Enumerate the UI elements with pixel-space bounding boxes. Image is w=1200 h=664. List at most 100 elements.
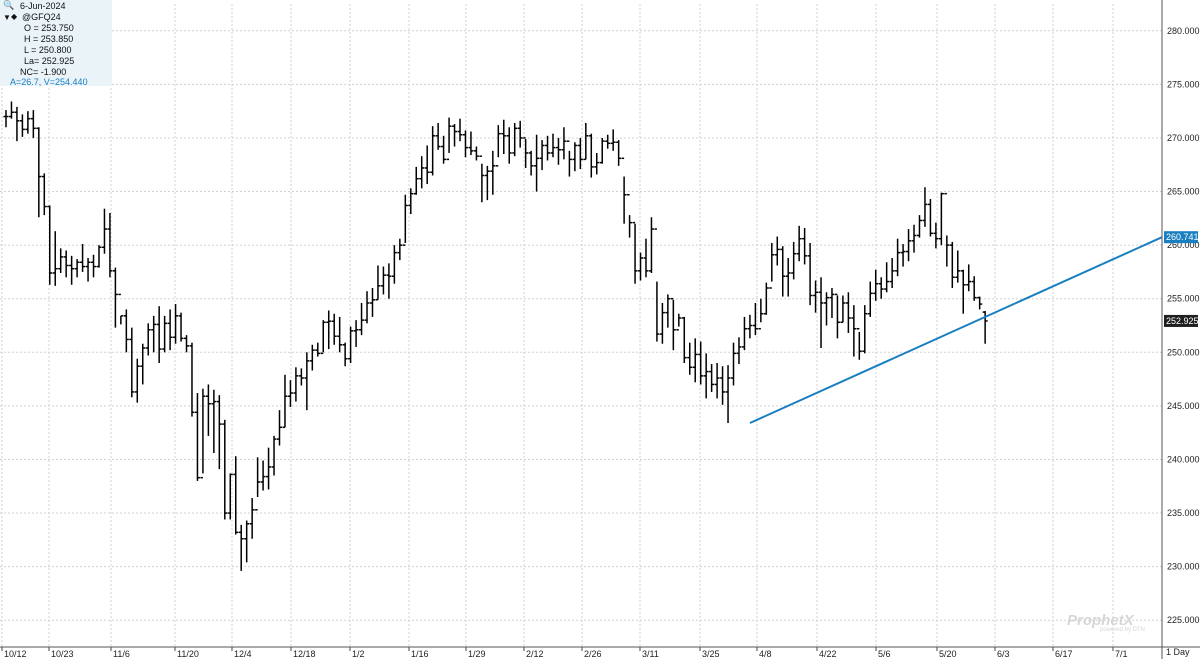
ohlc-bar [610, 129, 616, 151]
ohlc-bar [895, 238, 901, 277]
x-tick-label: 6/3 [997, 649, 1010, 659]
ohlc-bar [484, 165, 490, 201]
ohlc-bar [900, 244, 906, 267]
quote-date: 6-Jun-2024 [20, 1, 66, 11]
ohlc-bar [74, 259, 80, 278]
x-tick-label: 6/17 [1055, 649, 1073, 659]
y-tick-label: 250.000 [1167, 347, 1200, 357]
ohlc-bar [802, 227, 808, 265]
diamond-icon: ◆ [11, 12, 18, 21]
ohlc-bar [189, 342, 195, 417]
ohlc-bar [594, 152, 600, 175]
y-tick-label: 255.000 [1167, 294, 1200, 304]
quote-info-panel: 🔍 6-Jun-2024 ▼ ◆ @GFQ24 O = 253.750 H = … [0, 0, 112, 87]
ohlc-bar [851, 305, 857, 357]
ohlc-bar [774, 236, 780, 266]
ohlc-bar [446, 117, 452, 161]
x-tick-label: 3/11 [642, 649, 659, 659]
ohlc-bar [14, 106, 20, 142]
collapse-triangle-icon[interactable]: ▼ [3, 13, 11, 22]
ohlc-bar [501, 119, 507, 155]
ohlc-bar [741, 316, 747, 351]
ohlc-bar [873, 269, 879, 301]
ohlc-bar [123, 309, 129, 353]
ohlc-bar [725, 365, 731, 424]
ohlc-bar [506, 127, 512, 164]
interval-label[interactable]: 1 Day [1166, 647, 1190, 657]
ohlc-bar [69, 255, 75, 285]
ohlc-bar [566, 140, 572, 177]
ohlc-bar [922, 187, 928, 227]
ohlc-bar [47, 205, 53, 285]
ohlc-bar [271, 435, 277, 476]
ohlc-bar [539, 140, 545, 171]
ohlc-bar [966, 264, 972, 292]
x-tick-label: 5/20 [939, 649, 957, 659]
ohlc-bar [430, 126, 436, 176]
ohlc-bar [752, 302, 758, 336]
ohlc-bar [287, 380, 293, 407]
trendline-price-label: 260.741 [1166, 232, 1199, 242]
ohlc-bar [621, 157, 627, 224]
ohlc-bar [638, 252, 644, 281]
ohlc-bar [36, 127, 42, 218]
ohlc-bar [709, 364, 715, 392]
ohlc-bar [796, 225, 802, 262]
x-tick-label: 4/22 [819, 649, 837, 659]
ohlc-bar [577, 137, 583, 170]
ohlc-bar [441, 135, 447, 164]
ohlc-bar [758, 298, 764, 330]
ohlc-bar [200, 388, 206, 479]
ohlc-bar [167, 309, 173, 351]
ohlc-bar [676, 313, 682, 331]
ohlc-bar [632, 221, 638, 284]
ohlc-bar [813, 280, 819, 313]
ohlc-bar [747, 314, 753, 339]
ohlc-bar [977, 296, 983, 310]
ohlc-bar [534, 134, 540, 192]
ohlc-bar [473, 146, 479, 161]
magnifier-icon[interactable]: 🔍 [3, 0, 15, 10]
ohlc-bar [572, 142, 578, 172]
ohlc-bar [129, 327, 135, 398]
last-price-box [1164, 314, 1198, 327]
ohlc-bar [698, 341, 704, 385]
ohlc-bar [380, 266, 386, 295]
x-tick-label: 10/12 [4, 649, 27, 659]
ohlc-bar [944, 192, 950, 267]
ohlc-bar [178, 312, 184, 342]
ohlc-bar [681, 316, 687, 364]
ohlc-bar [52, 231, 58, 286]
ohlc-bar [162, 315, 168, 353]
ohlc-bar [419, 156, 425, 189]
ohlc-bar [260, 460, 266, 491]
ohlc-bar [118, 293, 124, 325]
ohlc-bar [528, 150, 534, 176]
ohlc-bar [927, 199, 933, 237]
ohlc-bar [845, 292, 851, 334]
ohlc-bar [140, 343, 146, 385]
ohlc-bar [184, 335, 190, 353]
ohlc-bar [829, 287, 835, 318]
ohlc-bar [331, 313, 337, 345]
ohlc-bar [714, 363, 720, 399]
ohlc-bar [731, 342, 737, 386]
ohlc-bar [616, 140, 622, 166]
ohlc-bar [960, 269, 966, 314]
x-tick-label: 12/4 [234, 649, 252, 659]
ohlc-bar [320, 320, 326, 355]
x-tick-label: 5/6 [878, 649, 891, 659]
ohlc-bar [588, 133, 594, 178]
ohlc-bar [692, 338, 698, 383]
ohlc-bar [369, 287, 375, 317]
ohlc-bar [452, 124, 458, 147]
ohlc-bar [205, 384, 211, 436]
ohlc-bar [244, 520, 250, 563]
ohlc-bar [233, 456, 239, 535]
ohlc-bar [495, 125, 501, 167]
ohlc-bar [949, 241, 955, 288]
ohlc-bar [824, 292, 829, 326]
ohlc-bar [211, 389, 217, 454]
